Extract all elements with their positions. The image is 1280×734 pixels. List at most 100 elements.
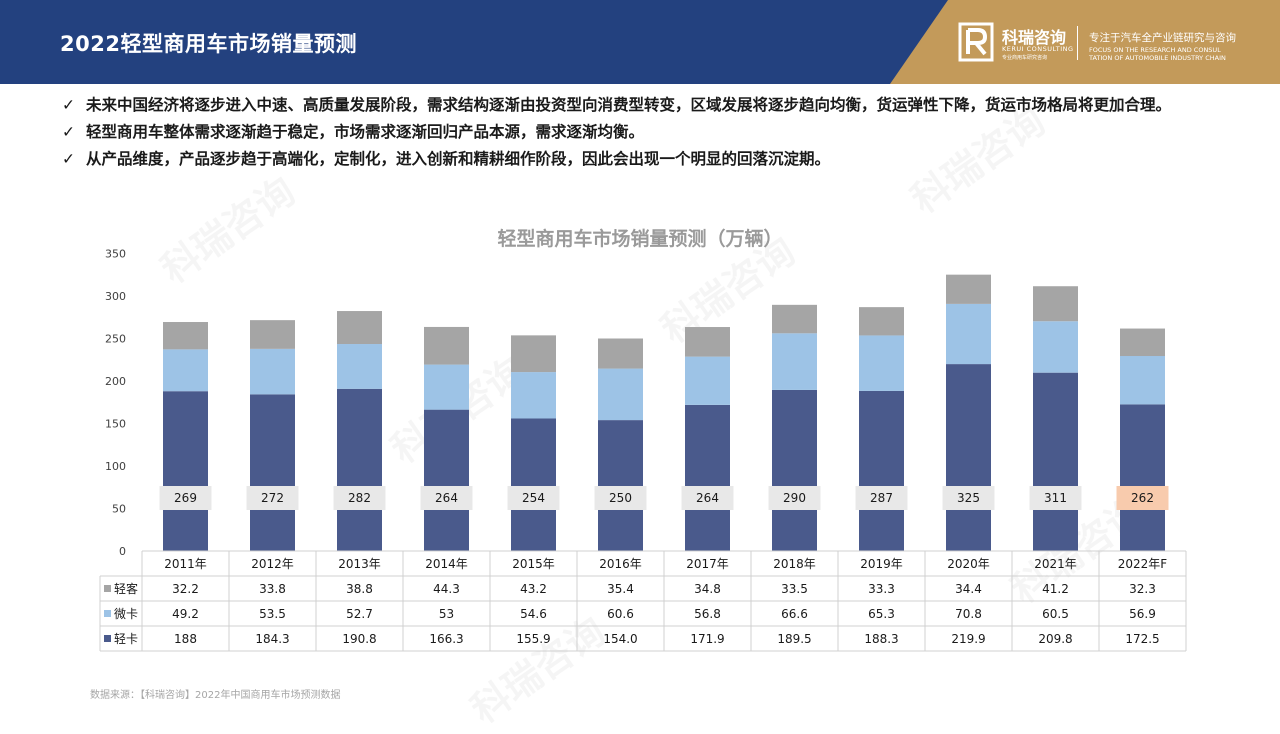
table-cell: 154.0 <box>603 632 637 646</box>
total-label: 290 <box>783 491 806 505</box>
bar-segment-light-truck <box>424 409 469 551</box>
bar-segment-light-truck <box>1033 372 1078 551</box>
logo-name: 科瑞咨询 <box>1002 28 1067 47</box>
logo-tagline: 专业商用车研究咨询 <box>1002 55 1048 61</box>
bullet-item: ✓ 轻型商用车整体需求逐渐趋于稳定，市场需求逐渐回归产品本源，需求逐渐均衡。 <box>62 123 1222 142</box>
total-label-box <box>594 486 647 510</box>
legend-label: 轻客 <box>114 581 138 596</box>
bar-segment-light-bus <box>250 320 295 349</box>
table-cell: 33.5 <box>781 582 808 596</box>
x-category-label: 2013年 <box>338 557 381 571</box>
table-cell: 209.8 <box>1038 632 1072 646</box>
check-icon: ✓ <box>62 123 75 141</box>
table-cell: 56.9 <box>1129 607 1156 621</box>
x-category-label: 2011年 <box>164 557 207 571</box>
total-label-box <box>507 486 560 510</box>
bar-segment-micro-truck <box>163 349 208 392</box>
total-label-box <box>1116 486 1169 510</box>
table-cell: 43.2 <box>520 582 547 596</box>
bar-segment-micro-truck <box>1120 356 1165 405</box>
table-cell: 54.6 <box>520 607 547 621</box>
y-tick-label: 350 <box>105 248 126 261</box>
x-category-label: 2019年 <box>860 557 903 571</box>
table-cell: 34.4 <box>955 582 982 596</box>
bar-segment-micro-truck <box>772 333 817 390</box>
bar-segment-light-bus <box>859 307 904 336</box>
data-source-note: 数据来源：【科瑞咨询】2022年中国商用车市场预测数据 <box>90 690 341 701</box>
total-label-box <box>855 486 908 510</box>
table-cell: 188.3 <box>864 632 898 646</box>
bar-segment-micro-truck <box>250 348 295 395</box>
bar-segment-micro-truck <box>511 372 556 419</box>
bar-segment-light-truck <box>598 420 643 551</box>
slogan-english-line-2: TATION OF AUTOMOBILE INDUSTRY CHAIN <box>1089 54 1226 62</box>
bar-segment-light-bus <box>337 311 382 345</box>
bar-segment-light-bus <box>424 326 469 365</box>
bar-segment-light-bus <box>598 338 643 369</box>
table-cell: 190.8 <box>342 632 376 646</box>
table-cell: 41.2 <box>1042 582 1069 596</box>
table-cell: 44.3 <box>433 582 460 596</box>
x-category-label: 2018年 <box>773 557 816 571</box>
table-cell: 184.3 <box>255 632 289 646</box>
table-cell: 60.5 <box>1042 607 1069 621</box>
table-cell: 155.9 <box>516 632 550 646</box>
table-cell: 60.6 <box>607 607 634 621</box>
bar-segment-light-bus <box>946 274 991 304</box>
bullet-text: 未来中国经济将逐步进入中速、高质量发展阶段，需求结构逐渐由投资型向消费型转变，区… <box>86 96 1172 114</box>
bar-segment-light-bus <box>163 322 208 350</box>
bar-segment-micro-truck <box>424 364 469 410</box>
bar-segment-light-truck <box>250 394 295 551</box>
y-tick-label: 0 <box>119 545 126 558</box>
table-cell: 32.2 <box>172 582 199 596</box>
x-category-label: 2012年 <box>251 557 294 571</box>
check-icon: ✓ <box>62 96 75 114</box>
table-cell: 70.8 <box>955 607 982 621</box>
x-category-label: 2021年 <box>1034 557 1077 571</box>
header-brand-panel <box>890 0 1280 84</box>
table-cell: 219.9 <box>951 632 985 646</box>
bar-segment-light-truck <box>859 390 904 551</box>
legend-swatch <box>104 585 111 592</box>
bar-segment-light-bus <box>772 304 817 334</box>
y-tick-label: 200 <box>105 375 126 388</box>
table-cell: 172.5 <box>1125 632 1159 646</box>
bar-segment-light-truck <box>772 389 817 551</box>
check-icon: ✓ <box>62 150 75 168</box>
table-cell: 66.6 <box>781 607 808 621</box>
table-cell: 35.4 <box>607 582 634 596</box>
bar-segment-micro-truck <box>859 335 904 391</box>
bar-segment-micro-truck <box>1033 321 1078 373</box>
total-label: 262 <box>1131 491 1154 505</box>
y-tick-label: 150 <box>105 418 126 431</box>
total-label-box <box>1029 486 1082 510</box>
total-label: 264 <box>696 491 719 505</box>
y-tick-label: 50 <box>112 503 126 516</box>
y-tick-label: 100 <box>105 460 126 473</box>
table-cell: 32.3 <box>1129 582 1156 596</box>
bar-segment-light-truck <box>511 418 556 551</box>
table-cell: 188 <box>174 632 197 646</box>
total-label-box <box>159 486 212 510</box>
kerui-logo-icon <box>958 22 994 62</box>
table-cell: 171.9 <box>690 632 724 646</box>
bar-segment-light-truck <box>946 364 991 551</box>
total-label-box <box>681 486 734 510</box>
logo-english: KERUI CONSULTING <box>1002 45 1074 53</box>
bar-segment-light-bus <box>1120 328 1165 357</box>
total-label-box <box>768 486 821 510</box>
total-label: 269 <box>174 491 197 505</box>
total-label: 311 <box>1044 491 1067 505</box>
table-cell: 38.8 <box>346 582 373 596</box>
total-label-box <box>942 486 995 510</box>
bar-segment-light-truck <box>1120 404 1165 551</box>
table-cell: 49.2 <box>172 607 199 621</box>
x-category-label: 2017年 <box>686 557 729 571</box>
slogan-english-line-1: FOCUS ON THE RESEARCH AND CONSUL <box>1089 46 1221 54</box>
bar-segment-micro-truck <box>598 368 643 421</box>
total-label-box <box>246 486 299 510</box>
bullet-text: 轻型商用车整体需求逐渐趋于稳定，市场需求逐渐回归产品本源，需求逐渐均衡。 <box>86 123 645 141</box>
x-category-label: 2014年 <box>425 557 468 571</box>
legend-swatch <box>104 635 111 642</box>
page-title: 2022轻型商用车市场销量预测 <box>60 32 357 56</box>
